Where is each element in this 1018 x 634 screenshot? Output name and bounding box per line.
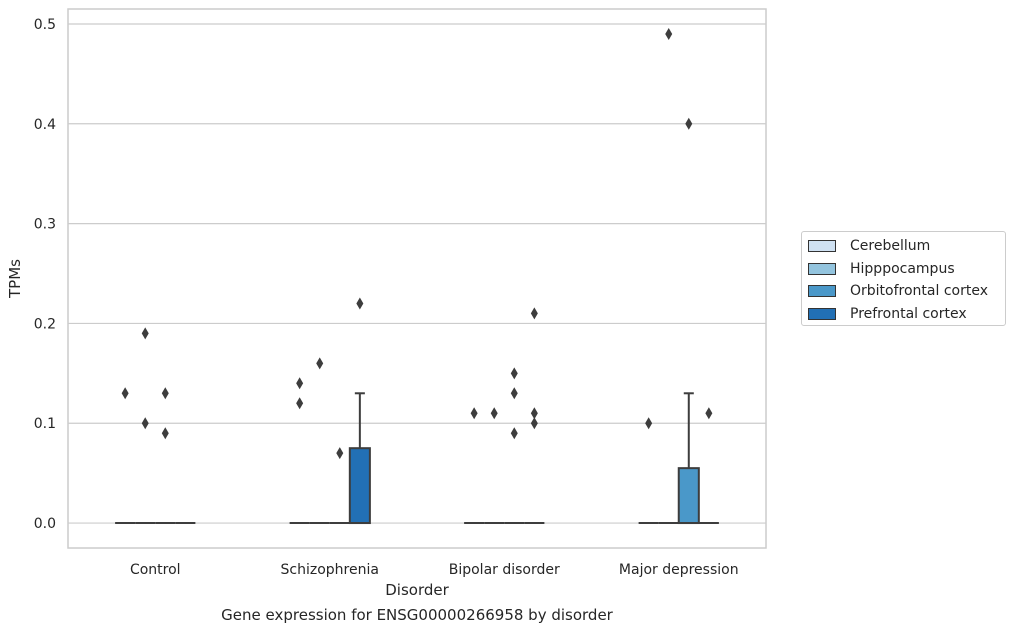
outlier-point (490, 407, 498, 420)
legend: Cerebellum Hipppocampus Orbitofrontal cort… (801, 231, 1006, 326)
legend-item: Cerebellum (808, 235, 1005, 258)
outlier-point (530, 307, 538, 320)
y-tick-label: 0.0 (34, 516, 56, 532)
outlier-point (510, 367, 518, 380)
x-axis-label: Disorder (385, 581, 449, 599)
box (348, 447, 371, 525)
chart-caption: Gene expression for ENSG00000266958 by d… (221, 606, 613, 624)
legend-label: Cerebellum (850, 238, 931, 255)
legend-swatch (808, 262, 836, 275)
legend-item: Orbitofrontal cortex (808, 280, 1005, 303)
outlier-point (665, 27, 673, 40)
outlier-point (685, 117, 693, 130)
y-tick-labels: 0.0 0.1 0.2 0.3 0.4 0.5 (34, 17, 56, 532)
legend-item: Hipppocampus (808, 258, 1005, 281)
legend-label: Prefrontal cortex (850, 305, 967, 322)
outlier-point (510, 387, 518, 400)
x-tick-labels: Control Schizophrenia Bipolar disorder Majo… (130, 562, 739, 578)
x-tick-label: Schizophrenia (281, 562, 379, 578)
outlier-point (356, 297, 364, 310)
box-layer (115, 392, 719, 525)
box (677, 467, 700, 525)
legend-swatch (808, 307, 836, 320)
outlier-point (336, 447, 344, 460)
outlier-point (530, 417, 538, 430)
outlier-point (296, 397, 304, 410)
plot-frame (67, 8, 767, 549)
outlier-point (470, 407, 478, 420)
y-tick-label: 0.1 (34, 416, 56, 432)
y-tick-label: 0.4 (34, 117, 56, 133)
y-axis-label: TPMs (6, 259, 24, 299)
gridlines (68, 23, 766, 524)
outlier-point (530, 407, 538, 420)
outlier-point (645, 417, 653, 430)
outlier-point (121, 387, 129, 400)
outlier-point (161, 387, 169, 400)
outlier-point (705, 407, 713, 420)
y-tick-label: 0.2 (34, 316, 56, 332)
y-tick-label: 0.5 (34, 17, 56, 33)
outlier-point (296, 377, 304, 390)
legend-label: Hipppocampus (850, 260, 955, 277)
outlier-point (141, 327, 149, 340)
x-tick-label: Major depression (619, 562, 739, 578)
legend-item: Prefrontal cortex (808, 303, 1005, 326)
outlier-point (161, 427, 169, 440)
outlier-point (510, 427, 518, 440)
legend-label: Orbitofrontal cortex (850, 283, 988, 300)
outlier-point (316, 357, 324, 370)
outlier-layer (121, 27, 713, 460)
outlier-point (141, 417, 149, 430)
legend-swatch (808, 285, 836, 298)
x-tick-label: Control (130, 562, 181, 578)
legend-swatch (808, 240, 836, 253)
y-tick-label: 0.3 (34, 217, 56, 233)
x-tick-label: Bipolar disorder (449, 562, 560, 578)
